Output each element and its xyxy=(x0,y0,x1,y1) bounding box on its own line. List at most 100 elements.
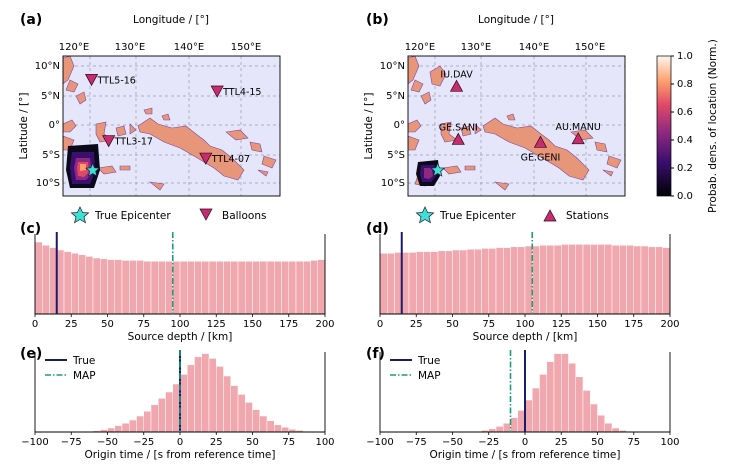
histogram-bar xyxy=(626,244,634,315)
map-b-lat-tick: 10°S xyxy=(381,178,405,189)
histogram-bar xyxy=(274,424,282,433)
histogram-bar xyxy=(437,250,446,315)
legend-true-label: True xyxy=(417,355,440,367)
map-a-frame xyxy=(62,55,281,197)
histogram-bar xyxy=(597,244,605,315)
histogram-bar xyxy=(495,426,504,433)
histogram-bar xyxy=(416,251,424,315)
x-tick-label: 50 xyxy=(446,319,459,330)
histogram-bar xyxy=(524,399,533,433)
x-tick-label: 175 xyxy=(624,319,643,330)
histogram-bar xyxy=(539,374,547,433)
histogram-bar xyxy=(510,246,518,315)
map-b-lat-tick: 5°N xyxy=(386,91,405,102)
histogram-bar xyxy=(517,246,526,315)
histogram-bar xyxy=(194,356,202,433)
balloon-marker xyxy=(84,73,99,87)
colorbar-tick: 0.0 xyxy=(677,191,693,202)
x-tick-label: 50 xyxy=(591,437,604,448)
station-triangle-icon xyxy=(543,209,557,222)
histogram-bar xyxy=(281,260,289,315)
histogram-bar xyxy=(274,260,282,315)
map-a-xlabel: Longitude / [°] xyxy=(133,14,209,26)
balloon-marker xyxy=(199,152,213,165)
x-tick-label: −100 xyxy=(366,437,393,448)
histogram-bar xyxy=(619,244,627,315)
x-tick-label: 50 xyxy=(246,437,259,448)
histogram-bar xyxy=(524,245,533,315)
x-tick-label: 100 xyxy=(315,437,334,448)
x-tick-label: 75 xyxy=(282,437,295,448)
histogram-bar xyxy=(121,422,130,433)
histogram-bar xyxy=(201,353,210,433)
histogram-bar xyxy=(179,260,188,315)
x-tick-label: 200 xyxy=(315,319,334,330)
legend-map-label: MAP xyxy=(73,370,96,382)
histogram-bar xyxy=(488,428,497,433)
map-b-lon-tick: 140°E xyxy=(519,42,549,53)
histogram-bar xyxy=(208,358,217,433)
histogram-bar xyxy=(640,245,649,315)
map-b-xlabel: Longitude / [°] xyxy=(478,14,554,26)
x-tick-label: 75 xyxy=(627,437,640,448)
map-a-lat-tick: 10°N xyxy=(35,61,60,72)
legend-a: True Epicenter Balloons xyxy=(70,206,266,224)
colorbar-tick: 0.2 xyxy=(677,163,693,174)
histogram-bar xyxy=(430,251,439,315)
colorbar-gradient xyxy=(656,55,672,197)
x-tick-label: 25 xyxy=(210,437,223,448)
map-a-lon-tick: 130°E xyxy=(115,42,145,53)
balloon-label: TTL4-07 xyxy=(211,154,250,165)
x-tick-label: 75 xyxy=(137,319,150,330)
x-tick-label: 0 xyxy=(177,437,183,448)
histogram-bar xyxy=(245,260,253,315)
histogram-bar xyxy=(114,259,123,315)
panel-label-d: (d) xyxy=(366,221,389,237)
map-b: Longitude / [°] Latitude / [°] xyxy=(363,14,626,197)
map-b-landmass xyxy=(408,56,622,191)
histogram-bar xyxy=(158,260,166,315)
x-axis-label: Origin time / [s from reference time] xyxy=(85,449,276,461)
histogram-bar xyxy=(379,252,388,315)
legend-b-epicenter-label: True Epicenter xyxy=(439,210,516,222)
histogram-bar xyxy=(611,427,620,433)
station-marker xyxy=(451,132,465,145)
map-b-lat-tick: 5°S xyxy=(387,150,405,161)
panel-label-e: (e) xyxy=(20,346,42,362)
map-b-lat-tick: 0° xyxy=(394,120,405,131)
histogram-bar xyxy=(78,254,86,315)
histogram-bar xyxy=(136,415,144,433)
histogram-bar xyxy=(187,260,195,315)
station-marker xyxy=(571,132,585,145)
histogram-bar xyxy=(216,260,224,315)
histogram-bar xyxy=(288,260,297,315)
panel-label-b: (b) xyxy=(366,12,389,28)
x-tick-label: 25 xyxy=(555,437,568,448)
histogram-bar xyxy=(266,420,275,433)
histogram-bar xyxy=(532,245,540,315)
histogram-bar xyxy=(394,252,402,315)
histogram-bar xyxy=(85,256,94,315)
histogram-bar xyxy=(611,244,620,315)
x-tick-label: −75 xyxy=(406,437,427,448)
histogram-bar xyxy=(459,249,468,315)
histogram-bar xyxy=(474,248,482,315)
histogram-bar xyxy=(387,252,395,315)
histogram-bar xyxy=(216,366,224,433)
histogram-bar xyxy=(100,258,108,315)
histogram-bar xyxy=(114,425,123,433)
histogram-bar xyxy=(259,260,268,315)
histogram-bar xyxy=(179,374,188,433)
x-axis-label: Source depth / [km] xyxy=(128,331,233,343)
histogram-bar xyxy=(208,260,217,315)
map-b-lat-tick: 10°N xyxy=(380,61,405,72)
histogram-bar xyxy=(575,244,584,315)
histogram-bar xyxy=(237,260,246,315)
x-tick-label: −100 xyxy=(21,437,48,448)
histogram-bar xyxy=(129,419,137,433)
legend-a-marker-label: Balloons xyxy=(222,210,266,222)
x-tick-label: 100 xyxy=(170,319,189,330)
histogram-bar xyxy=(230,385,239,433)
x-tick-label: 175 xyxy=(279,319,298,330)
histogram-bar xyxy=(648,246,656,315)
